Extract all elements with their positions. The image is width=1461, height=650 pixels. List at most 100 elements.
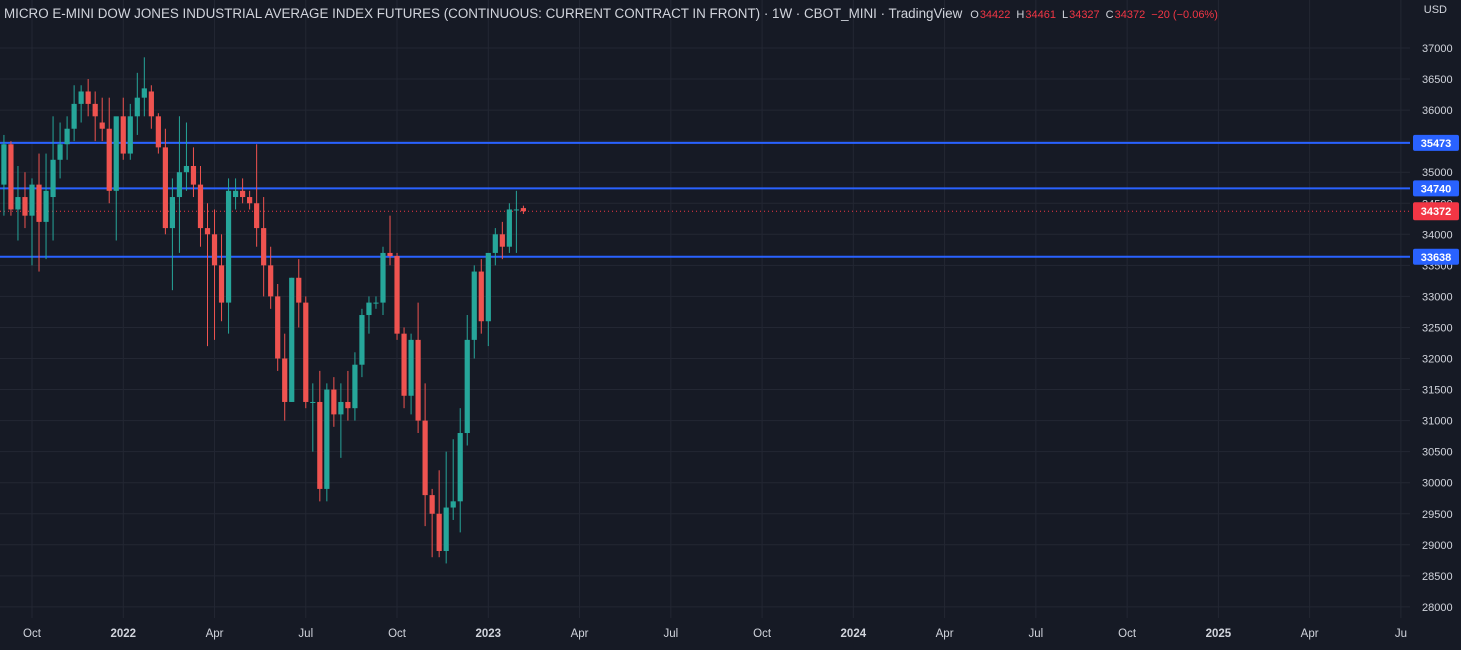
candle-body-down (155, 116, 161, 148)
candle-body-down (36, 184, 42, 222)
x-tick-label: Jul (1029, 628, 1044, 640)
y-tick-label: 37000 (1422, 43, 1453, 55)
candle-body-up (310, 401, 316, 403)
level-price-tag (1413, 134, 1459, 151)
y-tick-label: 29000 (1422, 540, 1453, 552)
candle-body-down (247, 197, 253, 204)
y-tick-label: 30500 (1422, 447, 1453, 459)
candle-body-down (261, 228, 267, 266)
y-tick-label: 33000 (1422, 291, 1453, 303)
candle-body-up (43, 190, 49, 222)
x-tick-label: Oct (1118, 628, 1137, 640)
candle-body-down (282, 358, 288, 402)
x-tick-label: Oct (753, 628, 772, 640)
candle-body-up (57, 144, 63, 160)
candle-body-down (106, 128, 112, 191)
candle-body-up (338, 401, 344, 415)
y-tick-label: 31500 (1422, 385, 1453, 397)
y-tick-label: 35000 (1422, 167, 1453, 179)
candle-body-up (492, 234, 498, 253)
y-tick-label: 34000 (1422, 229, 1453, 241)
candle-body-up (232, 190, 239, 198)
candle-body-up (78, 91, 84, 104)
candle-body-up (134, 97, 140, 117)
candle-body-up (169, 197, 175, 229)
y-tick-label: 36000 (1422, 105, 1453, 117)
candle-body-down (240, 190, 246, 198)
candle-body-up (15, 197, 21, 210)
candle-body-up (506, 209, 512, 247)
last-price-label: 34372 (1421, 206, 1452, 218)
x-tick-label: Ju (1395, 628, 1407, 640)
candle-body-down (218, 265, 225, 303)
ohlc-low: L34327 (1061, 9, 1100, 21)
candle-body-down (162, 147, 168, 229)
level-price-tag (1413, 248, 1459, 265)
candle-body-down (85, 91, 91, 104)
candle-body-down (148, 91, 154, 117)
y-tick-label: 36500 (1422, 74, 1453, 86)
candle-body-up (71, 103, 77, 129)
level-price-label: 34740 (1421, 183, 1452, 195)
candle-body-up (380, 252, 386, 303)
candle-body-down (99, 122, 105, 129)
candle-body-down (120, 116, 126, 154)
currency-label[interactable]: USD (1423, 4, 1447, 16)
y-tick-label: 32000 (1422, 354, 1453, 366)
candle-body-down (268, 265, 274, 297)
candle-body-up (1, 144, 7, 185)
candle-body-up (324, 389, 330, 489)
x-tick-label: 2023 (476, 628, 502, 640)
y-tick-label: 31000 (1422, 416, 1453, 428)
time-axis[interactable]: Oct 2022 Apr Jul Oct 2023 Apr Jul Oct 2024 Apr Jul O… (23, 628, 1407, 640)
candle-body-down (22, 197, 28, 216)
candle-body-up (50, 159, 56, 198)
candle-body-up (64, 128, 70, 145)
y-tick-label: 29500 (1422, 509, 1453, 521)
grid-lines (0, 0, 1410, 618)
candle-body-down (401, 333, 407, 396)
ohlc-high: H34461 (1016, 9, 1056, 21)
candle-body-down (331, 389, 337, 415)
candle-body-down (92, 103, 98, 117)
candle-body-up (366, 302, 372, 316)
price-tags: 35473 34740 33638 34372 (1413, 134, 1459, 265)
level-price-label: 35473 (1421, 138, 1452, 150)
candle-body-up (450, 501, 456, 508)
candle-body-down (478, 271, 484, 322)
x-tick-label: Apr (206, 628, 224, 640)
candles (1, 57, 526, 564)
candle-body-up (183, 165, 190, 173)
candle-body-down (429, 495, 435, 514)
candle-body-up (225, 190, 232, 303)
candle-body-down (303, 302, 309, 402)
candle-body-down (394, 256, 400, 334)
candle-body-up (176, 172, 183, 198)
candle-body-up (464, 339, 470, 434)
candle-body-down (499, 234, 505, 247)
horizontal-levels (0, 141, 1410, 258)
x-tick-label: 2025 (1206, 628, 1232, 640)
x-tick-label: Jul (663, 628, 678, 640)
candle-body-up (373, 302, 379, 304)
price-axis[interactable]: 3700036500360003550035000345003400033500… (1422, 43, 1453, 614)
x-tick-label: Apr (936, 628, 954, 640)
candle-body-down (317, 401, 323, 489)
candle-body-down (211, 234, 218, 266)
candle-body-down (254, 203, 260, 229)
x-tick-label: Apr (571, 628, 589, 640)
y-tick-label: 30000 (1422, 478, 1453, 490)
ohlc-readout: O34422 H34461 L34327 C34372 −20 (−0.06%) (970, 9, 1218, 21)
candle-body-down (520, 208, 526, 212)
y-tick-label: 28000 (1422, 602, 1453, 614)
candle-body-down (190, 165, 197, 185)
candle-body-up (289, 277, 295, 402)
x-tick-label: 2022 (110, 628, 136, 640)
y-tick-label: 28500 (1422, 571, 1453, 583)
x-tick-label: Apr (1301, 628, 1319, 640)
candle-body-up (408, 339, 414, 396)
candle-body-down (197, 184, 204, 229)
candle-body-up (443, 507, 449, 552)
